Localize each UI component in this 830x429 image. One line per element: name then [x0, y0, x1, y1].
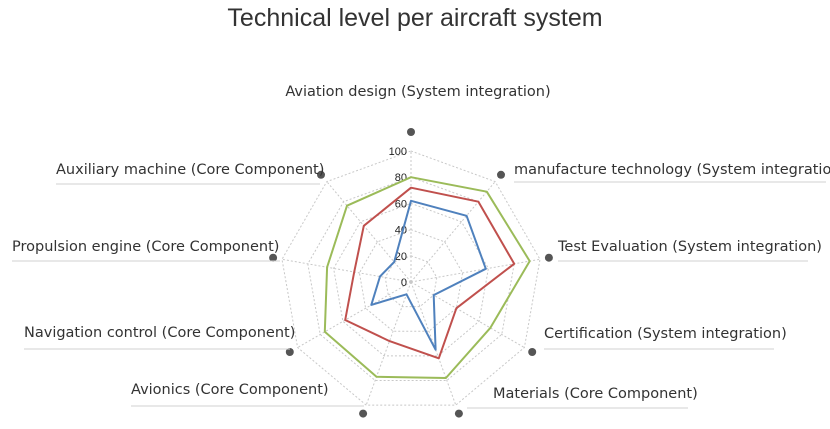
grid-ring: [358, 229, 464, 332]
grid-ring: [333, 202, 489, 357]
axis-label: Materials (Core Component): [493, 386, 698, 402]
axis-label: Avionics (Core Component): [131, 382, 329, 398]
axis-marker-dot: [285, 348, 294, 356]
axis-marker-dot: [528, 348, 537, 356]
axis-marker-dot: [497, 170, 505, 179]
series-line: [344, 186, 516, 360]
axis-label: Propulsion engine (Core Component): [12, 239, 279, 255]
axis-labels: Aviation design (System integration) manu…: [12, 84, 830, 418]
axis-label: Certification (System integration): [544, 326, 787, 342]
chart-title: Technical level per aircraft system: [227, 4, 602, 32]
data-series: [323, 176, 531, 379]
grid-spoke: [281, 258, 412, 283]
grid-spoke: [326, 181, 412, 283]
tick-label: 60: [395, 198, 407, 210]
axis-marker-dot: [317, 170, 325, 179]
axis-marker-dot: [454, 409, 463, 418]
tick-label: 100: [389, 146, 407, 158]
tick-label: 20: [395, 251, 407, 263]
series-line: [323, 176, 531, 379]
axis-label: Auxiliary machine (Core Component): [56, 162, 324, 178]
axis-label: Aviation design (System integration): [285, 84, 550, 100]
axis-marker-dot: [359, 409, 368, 418]
grid-spoke: [297, 281, 412, 348]
axis-marker-dot: [407, 128, 415, 136]
grid-ring: [307, 176, 515, 381]
axis-marker-dot: [269, 253, 278, 262]
grid-ring: [281, 150, 541, 406]
axis-marker-dot: [544, 253, 553, 262]
radar-grid: [281, 150, 541, 406]
grid-spoke: [365, 281, 412, 406]
grid-spoke: [410, 181, 496, 283]
grid-spoke: [410, 281, 525, 348]
series-line: [370, 199, 487, 351]
axis-label: Navigation control (Core Component): [24, 325, 295, 341]
grid-spoke: [410, 258, 541, 283]
axis-label: Test Evaluation (System integration): [557, 239, 822, 255]
axis-label: manufacture technology (System integrati…: [514, 162, 830, 178]
grid-ring: [384, 255, 438, 308]
tick-label: 0: [401, 277, 407, 289]
